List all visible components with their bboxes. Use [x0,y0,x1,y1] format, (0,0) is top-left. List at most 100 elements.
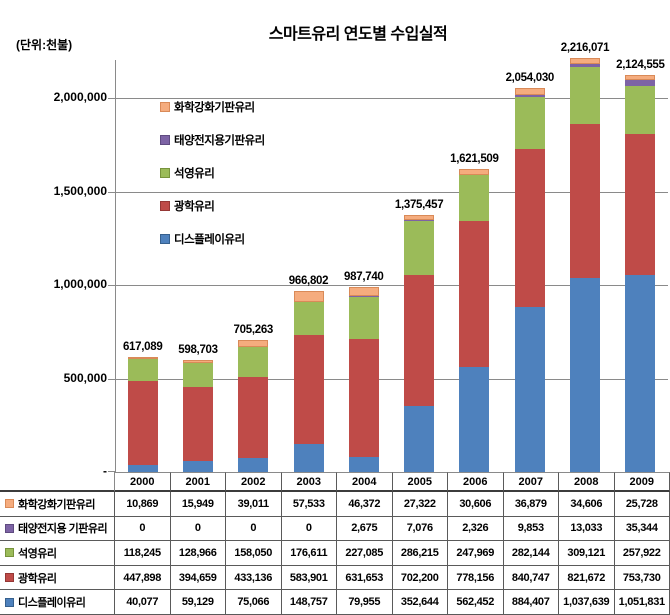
table-row-label-text: 광학유리 [18,572,57,585]
legend-item: 석영유리 [160,166,265,180]
table-value-cell: 1,051,831 [614,590,670,615]
table-row-label: 디스플레이유리 [0,590,115,615]
bar-segment-석영유리 [404,221,435,275]
table-value-cell: 286,215 [392,541,448,566]
bar-segment-화학강화기판유리 [348,287,379,296]
legend-color-swatch-icon [160,234,170,244]
y-axis-tick-label: 2,000,000 [53,90,107,104]
table-value-cell: 257,922 [614,541,670,566]
y-axis-line [115,60,116,472]
table-value-cell: 176,611 [281,541,337,566]
legend-item-label: 석영유리 [174,168,215,180]
bar-segment-광학유리 [625,134,656,276]
legend-item-label: 광학유리 [174,201,215,213]
legend-item: 광학유리 [160,199,265,213]
x-axis-year-label: 2002 [226,472,282,492]
table-corner-cell [0,472,115,492]
table-value-cell: 25,728 [614,492,670,517]
bar-segment-광학유리 [293,335,324,445]
table-value-cell: 39,011 [226,492,282,517]
table-row-label: 석영유리 [0,541,115,566]
bar-segment-디스플레이유리 [514,306,545,472]
legend-item-label: 태양전지용기판유리 [174,135,265,147]
table-value-cell: 227,085 [337,541,393,566]
bar-segment-광학유리 [238,377,269,458]
table-value-cell: 75,066 [226,590,282,615]
table-value-cell: 148,757 [281,590,337,615]
table-row-label-text: 석영유리 [18,547,57,560]
y-gridline [108,98,668,99]
bar-total-label: 2,216,071 [560,41,610,54]
bar-segment-광학유리 [127,380,158,465]
bar-segment-광학유리 [570,124,600,278]
bar-segment-석영유리 [459,174,490,222]
table-value-cell: 27,322 [392,492,448,517]
bar-total-label: 1,621,509 [450,152,499,165]
table-value-cell: 34,606 [559,492,615,517]
y-gridline [108,191,668,193]
table-value-cell: 0 [226,516,282,542]
bar-segment-태양전지용 기판유리 [514,94,545,97]
bar-segment-디스플레이유리 [625,275,656,472]
bar-segment-화학강화기판유리 [514,87,545,95]
bar-total-label: 1,375,457 [394,198,444,211]
table-row-label: 화학강화기판유리 [0,492,115,517]
bar-segment-석영유리 [293,302,324,335]
table-value-cell: 884,407 [503,590,559,615]
x-axis-year-label: 2006 [448,472,504,492]
bar-segment-석영유리 [514,96,545,150]
legend-item-label: 화학강화기판유리 [174,102,255,114]
stacked-bar [127,356,158,472]
bar-segment-태양전지용 기판유리 [625,79,656,87]
table-value-cell: 36,879 [503,492,559,517]
table-row-swatch-icon [5,523,14,533]
bar-segment-광학유리 [404,274,435,406]
table-row-label-text: 화학강화기판유리 [18,498,95,511]
table-row-swatch-icon [5,573,14,583]
data-table: 2000 2001 2002 2003 2004 2005 2006 2007 2008 2009… [0,472,670,615]
bar-segment-디스플레이유리 [293,444,324,472]
bar-segment-화학강화기판유리 [404,214,435,220]
y-axis-tick-label: - [103,464,107,478]
table-row-label: 태양전지용 기판유리 [0,516,115,542]
legend-item: 화학강화기판유리 [160,100,265,114]
bar-segment-석영유리 [127,358,158,381]
table-row-swatch-icon [5,499,14,509]
table-value-cell: 309,121 [559,541,615,566]
bar-segment-디스플레이유리 [238,458,269,472]
table-value-cell: 10,869 [115,492,171,517]
bar-segment-화학강화기판유리 [459,168,490,175]
bar-segment-석영유리 [183,363,213,388]
bar-segment-광학유리 [348,338,379,458]
table-value-cell: 282,144 [503,541,559,566]
table-value-cell: 128,966 [170,541,226,566]
stacked-bar [348,287,379,473]
stacked-bar [625,74,656,472]
x-axis-year-label: 2007 [503,472,559,492]
bar-segment-광학유리 [459,221,490,367]
table-value-cell: 778,156 [448,565,504,591]
table-value-cell: 2,326 [448,516,504,542]
x-axis-year-label: 2003 [281,472,337,492]
table-value-cell: 821,672 [559,565,615,591]
bar-segment-화학강화기판유리 [293,291,324,302]
table-row-label-text: 디스플레이유리 [18,597,86,610]
x-axis-year-label: 2009 [614,472,670,492]
table-value-cell: 35,344 [614,516,670,542]
table-row-label-text: 태양전지용 기판유리 [18,523,108,536]
bar-segment-태양전지용 기판유리 [570,64,600,67]
chart-title: 스마트유리 연도별 수입실적 [268,26,448,43]
legend-color-swatch-icon [160,201,170,211]
bar-segment-태양전지용 기판유리 [404,219,435,222]
table-value-cell: 583,901 [281,565,337,591]
table-value-cell: 352,644 [392,590,448,615]
table-value-cell: 46,372 [337,492,393,517]
bar-segment-화학강화기판유리 [625,74,656,80]
legend-color-swatch-icon [160,135,170,145]
table-value-cell: 9,853 [503,516,559,542]
y-axis-tick-label: 1,000,000 [53,277,107,291]
table-value-cell: 158,050 [226,541,282,566]
x-axis-year-label: 2005 [392,472,448,492]
bar-total-label: 705,263 [233,324,274,337]
